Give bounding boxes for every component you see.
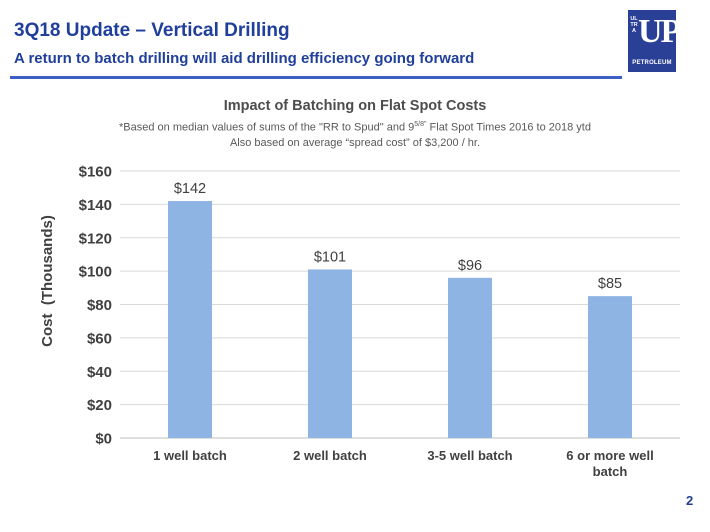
- slide-subtitle: A return to batch drilling will aid dril…: [14, 50, 475, 67]
- logo-bottom-text: PETROLEUM: [632, 60, 672, 66]
- logo-side-text: ULTRA: [630, 16, 638, 35]
- bar-value-label: $96: [458, 258, 482, 274]
- y-tick-label: $160: [79, 164, 112, 181]
- bars: $142 $101 $96 $85: [168, 181, 632, 438]
- gridlines: [120, 170, 680, 439]
- x-tick-label: 6 or more well batch: [566, 448, 653, 479]
- title-divider: [10, 76, 622, 79]
- chart-note-basis-start: *Based on median values of sums of the "…: [119, 121, 415, 134]
- y-tick-label: $20: [87, 397, 112, 414]
- bar-value-label: $101: [314, 249, 346, 265]
- y-tick-label: $80: [87, 297, 112, 314]
- bar: [588, 296, 632, 438]
- company-logo: ULTRA UP PETROLEUM: [628, 10, 681, 72]
- y-tick-label: $0: [95, 431, 112, 448]
- y-tick-label: $100: [79, 264, 112, 281]
- chart-note-basis: *Based on median values of sums of the "…: [0, 121, 710, 134]
- y-tick-label: $120: [79, 230, 112, 247]
- bar: [308, 269, 352, 438]
- y-tick-label: $40: [87, 364, 112, 381]
- chart-note-spread-cost: Also based on average “spread cost” of $…: [229, 137, 481, 149]
- y-axis-ticks: $0 $20 $40 $60 $80 $100 $120 $140 $160: [79, 164, 112, 448]
- bar: [448, 277, 492, 438]
- x-tick-label: 1 well batch: [153, 448, 227, 463]
- x-tick-label: 3-5 well batch: [427, 448, 512, 463]
- chart-note-basis-superscript: 5/8": [414, 121, 427, 128]
- y-tick-label: $140: [79, 197, 112, 214]
- bar-value-label: $142: [174, 181, 206, 197]
- chart-note-basis-end: Flat Spot Times 2016 to 2018 ytd: [426, 121, 591, 134]
- slide-title: 3Q18 Update – Vertical Drilling: [14, 20, 290, 41]
- page-number: 2: [686, 493, 694, 508]
- y-tick-label: $60: [87, 330, 112, 347]
- x-tick-label: 2 well batch: [293, 448, 367, 463]
- bar: [168, 201, 212, 438]
- x-axis-ticks: 1 well batch 2 well batch 3-5 well batch 6 …: [153, 448, 654, 479]
- bar-value-label: $85: [598, 276, 622, 292]
- chart-title: Impact of Batching on Flat Spot Costs: [223, 98, 487, 114]
- y-axis-label: Cost (Thousands): [39, 215, 56, 347]
